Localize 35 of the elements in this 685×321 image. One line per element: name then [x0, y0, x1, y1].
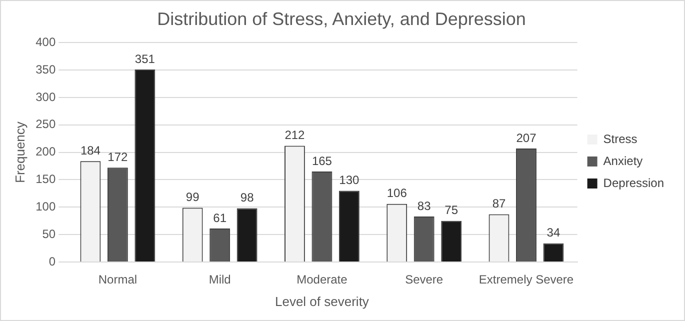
data-label: 99: [186, 190, 200, 204]
legend-label: Anxiety: [603, 154, 643, 168]
x-tick-label: Extremely Severe: [478, 272, 574, 287]
x-axis-title: Level of severity: [274, 294, 370, 309]
y-tick-label: 150: [36, 172, 56, 186]
y-tick-label: 400: [36, 34, 56, 49]
data-label: 87: [492, 196, 506, 211]
x-tick-label: Severe: [405, 272, 444, 287]
data-label: 106: [386, 186, 408, 200]
y-tick-label: 250: [36, 117, 56, 132]
x-tick-label: Moderate: [296, 272, 348, 287]
data-label: 165: [312, 154, 332, 168]
y-tick-label: 300: [36, 90, 56, 104]
y-tick-label: 200: [36, 144, 56, 159]
chart-title: Distribution of Stress, Anxiety, and Depression: [157, 8, 526, 29]
legend-label: Depression: [603, 176, 664, 190]
data-label: 61: [213, 210, 227, 225]
y-tick-label: 100: [36, 199, 56, 214]
y-tick-label: 50: [42, 226, 56, 241]
y-tick-label: 0: [48, 254, 56, 268]
data-label: 184: [80, 143, 101, 158]
data-label: 207: [516, 130, 537, 145]
data-label: 98: [240, 190, 254, 205]
data-label: 212: [284, 128, 306, 142]
y-axis-title: Frequency: [12, 121, 28, 184]
data-label: 130: [339, 173, 360, 188]
data-label: 34: [546, 226, 560, 240]
legend-label: Stress: [603, 132, 638, 146]
y-tick-label: 350: [36, 62, 56, 76]
data-label: 172: [108, 150, 128, 164]
data-label: 75: [444, 203, 458, 218]
data-label: 351: [134, 52, 156, 66]
x-tick-label: Mild: [208, 272, 231, 287]
data-label: 83: [417, 198, 432, 213]
x-tick-label: Normal: [98, 272, 138, 287]
